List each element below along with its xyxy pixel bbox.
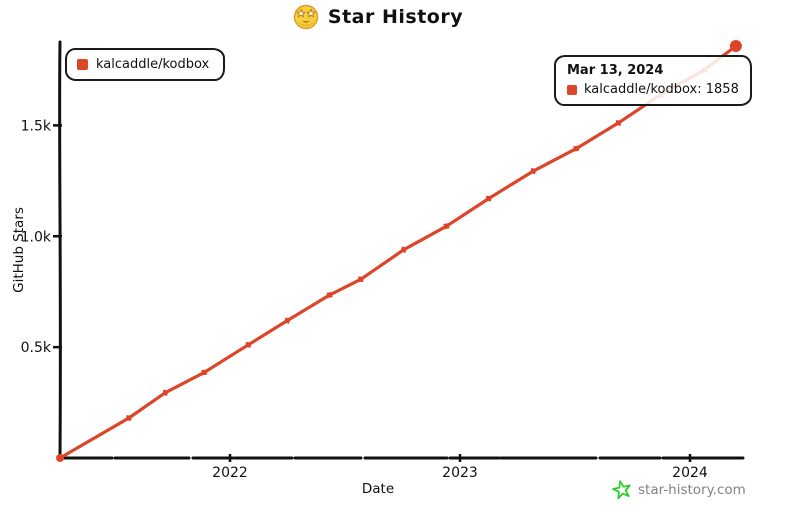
legend: kalcaddle/kodbox (65, 48, 226, 81)
star-struck-emoji (293, 4, 319, 30)
tooltip: Mar 13, 2024 kalcaddle/kodbox: 1858 (554, 55, 752, 106)
svg-text:2023: 2023 (442, 465, 478, 481)
y-axis-title: GitHub Stars (11, 207, 27, 293)
page-title: Star History (327, 6, 464, 28)
svg-text:2022: 2022 (212, 465, 248, 481)
tooltip-entry: kalcaddle/kodbox: 1858 (567, 82, 739, 97)
series-line (56, 40, 742, 462)
axis-ticks: 2022 2023 2024 0.5k 1.0k 1.5k (21, 118, 708, 481)
y-axis (58, 40, 62, 460)
chart-title-row: Star History (0, 4, 778, 30)
legend-series-marker (77, 59, 88, 70)
svg-text:2024: 2024 (672, 465, 708, 481)
tooltip-entry-text: kalcaddle/kodbox: 1858 (584, 82, 739, 97)
watermark-text: star-history.com (638, 482, 746, 498)
svg-text:1.5k: 1.5k (21, 118, 52, 134)
svg-text:0.5k: 0.5k (21, 340, 52, 356)
tooltip-series-marker (567, 84, 577, 95)
tooltip-date: Mar 13, 2024 (567, 63, 664, 78)
x-axis-title: Date (361, 481, 395, 497)
watermark-link[interactable]: star-history.com (612, 480, 746, 500)
green-star-icon (612, 480, 631, 500)
legend-series-label: kalcaddle/kodbox (96, 57, 210, 72)
svg-text:1.0k: 1.0k (21, 229, 52, 245)
